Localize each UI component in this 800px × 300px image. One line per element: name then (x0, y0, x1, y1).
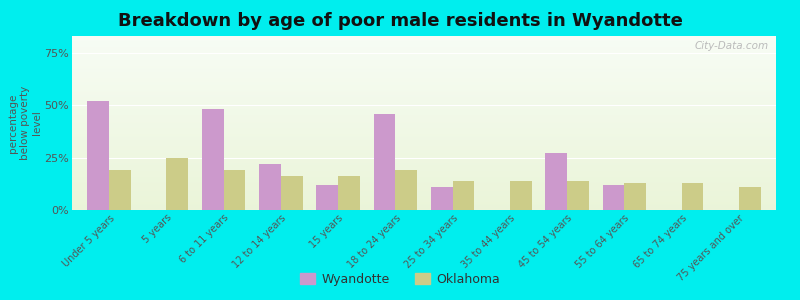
Text: City-Data.com: City-Data.com (695, 41, 769, 51)
Bar (453, 181, 474, 210)
Bar (682, 183, 703, 210)
Bar (87, 101, 110, 210)
Bar (431, 187, 453, 210)
Bar (546, 153, 567, 210)
Bar (202, 110, 224, 210)
Text: Breakdown by age of poor male residents in Wyandotte: Breakdown by age of poor male residents … (118, 12, 682, 30)
Bar (338, 176, 360, 210)
Bar (316, 185, 338, 210)
Bar (110, 170, 131, 210)
Bar (374, 114, 395, 210)
Bar (395, 170, 417, 210)
Bar (738, 187, 761, 210)
Bar (510, 181, 532, 210)
Y-axis label: percentage
below poverty
level: percentage below poverty level (9, 86, 42, 160)
Legend: Wyandotte, Oklahoma: Wyandotte, Oklahoma (295, 268, 505, 291)
Bar (166, 158, 188, 210)
Bar (259, 164, 281, 210)
Bar (624, 183, 646, 210)
Bar (281, 176, 302, 210)
Bar (567, 181, 589, 210)
Bar (224, 170, 246, 210)
Bar (602, 185, 624, 210)
